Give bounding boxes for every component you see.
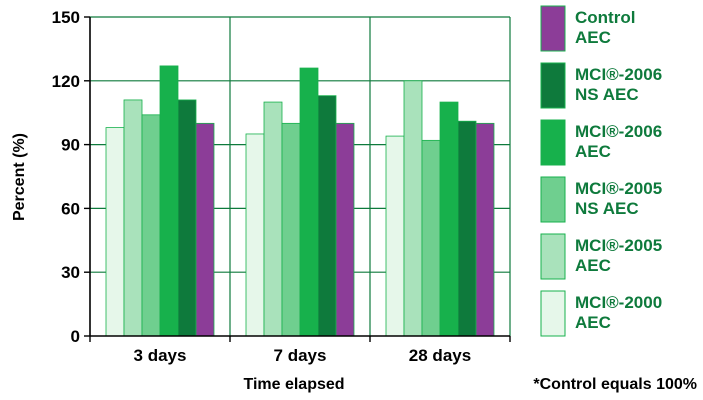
bar (335, 122, 355, 337)
legend-swatch (540, 119, 566, 166)
legend-swatch (540, 176, 566, 223)
legend-label-line2: NS AEC (575, 199, 639, 218)
y-tick-label: 120 (52, 72, 80, 91)
bar (317, 95, 337, 337)
bar (195, 122, 215, 337)
y-tick-label: 60 (61, 199, 80, 218)
legend-label-line1: Control (575, 8, 635, 27)
y-tick-labels: 0 30 60 90 120 150 (52, 8, 80, 346)
x-axis-title: Time elapsed (243, 376, 344, 393)
bar (475, 122, 495, 337)
bar (159, 65, 179, 337)
legend-label-line2: AEC (575, 256, 611, 275)
legend-label-line2: AEC (575, 28, 611, 47)
legend-label-line2: AEC (575, 313, 611, 332)
legend-label-line2: NS AEC (575, 85, 639, 104)
y-tick-label: 90 (61, 136, 80, 155)
bar (177, 99, 197, 337)
bar (403, 80, 423, 337)
bar (457, 120, 477, 337)
bar (263, 101, 283, 337)
bar (141, 114, 161, 337)
bar (421, 139, 441, 337)
bar (439, 101, 459, 337)
bar (385, 135, 405, 337)
y-tick-label: 150 (52, 8, 80, 27)
y-tick-label: 0 (71, 327, 80, 346)
legend-label-line1: MCI®-2005 (575, 236, 662, 255)
x-tick-labels: 3 days 7 days 28 days (134, 346, 472, 365)
bars-group (105, 65, 495, 337)
y-tick-label: 30 (61, 263, 80, 282)
legend-label-line2: AEC (575, 142, 611, 161)
y-axis-title: Percent (%) (11, 133, 28, 221)
bar (281, 122, 301, 337)
bar (245, 133, 265, 337)
x-tick-label: 7 days (274, 346, 327, 365)
legend-swatch (540, 290, 566, 337)
legend-label-line1: MCI®-2006 (575, 65, 662, 84)
bar (123, 99, 143, 337)
x-tick-label: 28 days (409, 346, 471, 365)
legend-label-line1: MCI®-2000 (575, 293, 662, 312)
legend-swatch (540, 233, 566, 280)
footnote: *Control equals 100% (533, 376, 697, 393)
axes (84, 16, 511, 342)
bar (105, 127, 125, 337)
x-tick-label: 3 days (134, 346, 187, 365)
legend-swatch (540, 5, 566, 52)
legend-label-line1: MCI®-2006 (575, 122, 662, 141)
legend-swatch (540, 62, 566, 109)
bar (299, 67, 319, 337)
legend-label-line1: MCI®-2005 (575, 179, 662, 198)
